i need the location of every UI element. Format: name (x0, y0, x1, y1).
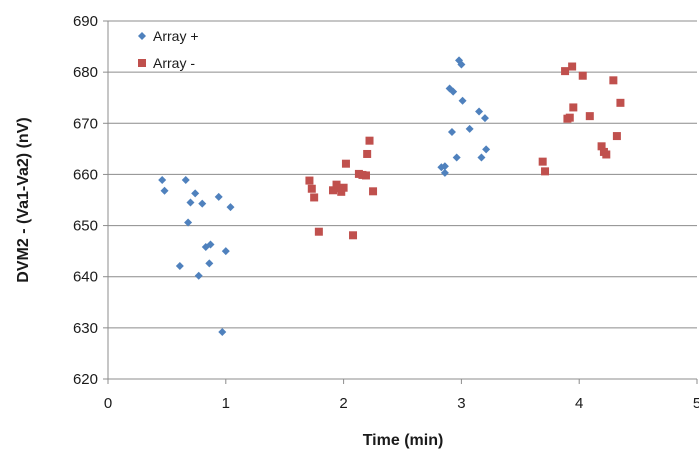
y-tick-label: 650 (73, 218, 98, 235)
data-point (609, 76, 618, 85)
data-point (440, 162, 449, 171)
legend-marker (138, 59, 146, 67)
data-point (310, 193, 319, 202)
legend-marker (138, 32, 146, 40)
legend-item: Array - (138, 55, 195, 71)
data-point (597, 142, 606, 151)
data-points (158, 56, 625, 336)
data-point (307, 184, 316, 193)
data-point (337, 187, 346, 196)
data-point (349, 231, 358, 240)
legend-label: Array + (153, 28, 199, 44)
data-point (361, 171, 370, 180)
data-point (175, 261, 184, 270)
data-point (328, 186, 337, 195)
data-point (191, 189, 200, 198)
data-point (569, 103, 578, 112)
data-point (458, 96, 467, 105)
data-point (158, 176, 167, 185)
y-tick-label: 680 (73, 64, 98, 81)
x-axis-title: Time (min) (363, 432, 444, 449)
x-tick-label: 4 (575, 395, 583, 412)
data-point (305, 176, 314, 185)
data-point (465, 124, 474, 133)
data-point (226, 203, 235, 212)
y-axis-title: DVM2 - (Va1-Va2) (nV) (15, 117, 32, 282)
data-point (363, 149, 372, 158)
data-point (181, 176, 190, 185)
data-point (568, 62, 577, 71)
legend: Array + Array - (138, 28, 199, 71)
data-point (214, 192, 223, 201)
data-point (477, 153, 486, 162)
data-point (206, 240, 215, 249)
data-point (616, 98, 625, 107)
data-point (339, 183, 348, 192)
data-point (341, 159, 350, 168)
data-point (602, 150, 611, 159)
data-point (480, 114, 489, 123)
data-point (538, 157, 547, 166)
y-tick-label: 640 (73, 269, 98, 286)
axes (103, 20, 698, 384)
y-tick-label: 620 (73, 371, 98, 388)
legend-item: Array + (138, 28, 199, 44)
data-point (440, 168, 449, 177)
data-point (314, 227, 323, 236)
data-point (194, 271, 203, 280)
data-point (205, 259, 214, 268)
y-tick-label: 670 (73, 115, 98, 132)
data-point (482, 145, 491, 154)
x-tick-label: 3 (457, 395, 465, 412)
data-point (578, 71, 587, 80)
data-point (369, 187, 378, 196)
data-point (457, 60, 466, 69)
legend-label: Array - (153, 55, 195, 71)
data-point (218, 327, 227, 336)
data-point (452, 153, 461, 162)
x-tick-label: 0 (104, 395, 112, 412)
y-tick-label: 630 (73, 320, 98, 337)
data-point (160, 186, 169, 195)
data-point (585, 112, 594, 121)
y-tick-label: 690 (73, 13, 98, 30)
data-point (612, 132, 621, 141)
data-point (447, 127, 456, 136)
data-point (198, 199, 207, 208)
data-point (365, 136, 374, 145)
data-point (561, 67, 570, 76)
data-point (475, 107, 484, 116)
data-point (184, 218, 193, 227)
data-point (221, 247, 230, 256)
series-array-plus (158, 56, 491, 336)
series-array-minus (305, 62, 625, 240)
data-point (449, 87, 458, 96)
data-point (541, 167, 550, 176)
tick-labels: 620 630 640 650 660 670 680 690 0 1 2 3 4 5 (73, 13, 699, 412)
x-tick-label: 5 (693, 395, 699, 412)
data-point (186, 198, 195, 207)
data-point (565, 113, 574, 122)
gridlines (108, 20, 697, 380)
x-tick-label: 2 (339, 395, 347, 412)
x-tick-label: 1 (222, 395, 230, 412)
y-tick-label: 660 (73, 166, 98, 183)
